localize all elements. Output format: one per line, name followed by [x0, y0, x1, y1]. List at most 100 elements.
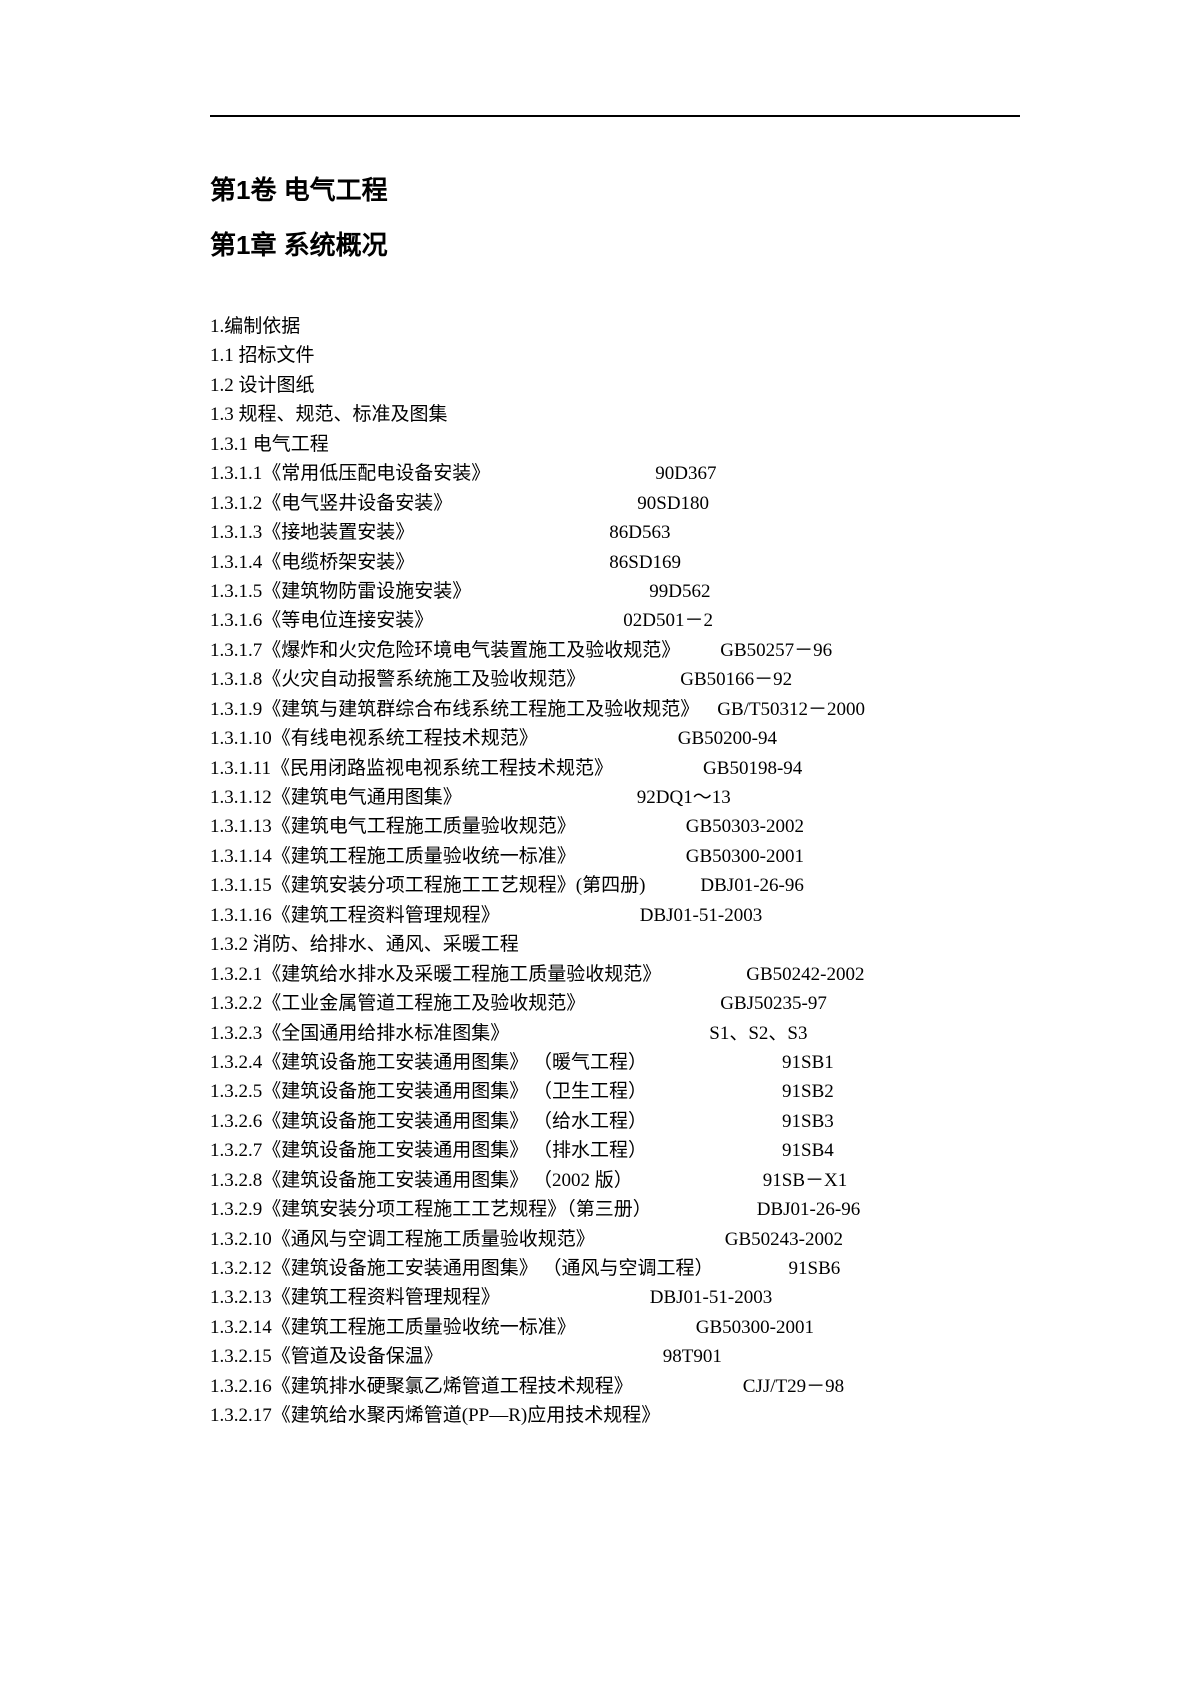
item-gap: [613, 754, 703, 783]
item-gap: [462, 783, 637, 812]
item-title: 1.3 规程、规范、标准及图集: [210, 400, 448, 429]
item-code: CJJ/T29－98: [743, 1372, 844, 1401]
item-code: GB50300-2001: [696, 1313, 814, 1342]
item-title: 1.3.2.3《全国通用给排水标准图集》: [210, 1019, 509, 1048]
item-gap: [714, 1254, 789, 1283]
item-code: GB50257－96: [720, 636, 832, 665]
item-gap: [509, 1019, 709, 1048]
list-item: 1.3.2.15《管道及设备保温》 98T901: [210, 1342, 1020, 1371]
list-item: 1.3.1.3《接地装置安装》86D563: [210, 518, 1020, 547]
page-content: 第1卷 电气工程 第1章 系统概况 1.编制依据1.1 招标文件1.2 设计图纸…: [210, 170, 1020, 1431]
item-gap: [443, 1342, 663, 1371]
item-gap: [645, 871, 700, 900]
item-title: 1.3.2.5《建筑设备施工安装通用图集》 （卫生工程）: [210, 1077, 647, 1106]
item-title: 1.3.2.8《建筑设备施工安装通用图集》 （2002 版）: [210, 1166, 633, 1195]
list-item: 1.3 规程、规范、标准及图集: [210, 400, 1020, 429]
item-code: GB50242-2002: [746, 960, 864, 989]
item-gap: [647, 1048, 782, 1077]
item-code: 91SB－X1: [763, 1166, 847, 1195]
item-title: 1.3.2.1《建筑给水排水及采暖工程施工质量验收规范》: [210, 960, 661, 989]
item-title: 1.3.2.2《工业金属管道工程施工及验收规范》: [210, 989, 585, 1018]
list-item: 1.3.2.5《建筑设备施工安装通用图集》 （卫生工程） 91SB2: [210, 1077, 1020, 1106]
item-code: GB50166－92: [680, 665, 792, 694]
list-item: 1.3.2.8《建筑设备施工安装通用图集》 （2002 版） 91SB－X1: [210, 1166, 1020, 1195]
item-title: 1.3.1.15《建筑安装分项工程施工工艺规程》(第四册): [210, 871, 645, 900]
list-item: 1.1 招标文件: [210, 341, 1020, 370]
list-item: 1.3.2.4《建筑设备施工安装通用图集》 （暖气工程）91SB1: [210, 1048, 1020, 1077]
item-code: GB50198-94: [703, 754, 802, 783]
item-title: 1.3.1.14《建筑工程施工质量验收统一标准》: [210, 842, 576, 871]
item-title: 1.3.1 电气工程: [210, 430, 329, 459]
item-code: 91SB1: [782, 1048, 834, 1077]
item-gap: [585, 989, 720, 1018]
item-title: 1.3.2.6《建筑设备施工安装通用图集》 （给水工程）: [210, 1107, 647, 1136]
item-gap: [414, 518, 609, 547]
item-gap: [595, 1225, 725, 1254]
item-gap: [633, 1166, 763, 1195]
item-gap: [661, 960, 746, 989]
item-code: GB50300-2001: [686, 842, 804, 871]
item-title: 1.3.1.11《民用闭路监视电视系统工程技术规范》: [210, 754, 613, 783]
item-gap: [680, 636, 720, 665]
list-item: 1.3.2.1《建筑给水排水及采暖工程施工质量验收规范》 GB50242-2002: [210, 960, 1020, 989]
list-item: 1.3.1.7《爆炸和火灾危险环境电气装置施工及验收规范》 GB50257－96: [210, 636, 1020, 665]
item-code: GBJ50235-97: [720, 989, 827, 1018]
list-item: 1.3.1.13《建筑电气工程施工质量验收规范》 GB50303-2002: [210, 812, 1020, 841]
item-gap: [576, 842, 686, 871]
item-title: 1.3.2.16《建筑排水硬聚氯乙烯管道工程技术规程》: [210, 1372, 633, 1401]
item-code: 91SB3: [782, 1107, 834, 1136]
item-code: 98T901: [663, 1342, 722, 1371]
item-title: 1.3.2.17《建筑给水聚丙烯管道(PP—R)应用技术规程》: [210, 1401, 660, 1430]
list-item: 1.3.2.6《建筑设备施工安装通用图集》 （给水工程） 91SB3: [210, 1107, 1020, 1136]
list-item: 1.3.1.8《火灾自动报警系统施工及验收规范》 GB50166－92: [210, 665, 1020, 694]
item-title: 1.3.2.10《通风与空调工程施工质量验收规范》: [210, 1225, 595, 1254]
list-item: 1.3.2.17《建筑给水聚丙烯管道(PP—R)应用技术规程》: [210, 1401, 1020, 1430]
list-item: 1.3.2.14《建筑工程施工质量验收统一标准》 GB50300-2001: [210, 1313, 1020, 1342]
item-code: GB/T50312－2000: [717, 695, 865, 724]
item-title: 1.3.2.7《建筑设备施工安装通用图集》 （排水工程）: [210, 1136, 647, 1165]
item-title: 1.3.1.5《建筑物防雷设施安装》: [210, 577, 471, 606]
item-code: DBJ01-51-2003: [640, 901, 762, 930]
list-item: 1.3.1.11《民用闭路监视电视系统工程技术规范》 GB50198-94: [210, 754, 1020, 783]
item-gap: [452, 489, 637, 518]
item-title: 1.3.1.6《等电位连接安装》: [210, 606, 433, 635]
item-gap: [585, 665, 680, 694]
list-item: 1.3.1.12《建筑电气通用图集》92DQ1～13: [210, 783, 1020, 812]
item-title: 1.3.1.12《建筑电气通用图集》: [210, 783, 462, 812]
item-gap: [647, 1077, 782, 1106]
list-item: 1.3.2.2《工业金属管道工程施工及验收规范》 GBJ50235-97: [210, 989, 1020, 1018]
item-title: 1.3.2.15《管道及设备保温》: [210, 1342, 443, 1371]
item-title: 1.3.1.2《电气竖井设备安装》: [210, 489, 452, 518]
item-title: 1.3.1.7《爆炸和火灾危险环境电气装置施工及验收规范》: [210, 636, 680, 665]
item-gap: [490, 459, 655, 488]
item-title: 1.3.1.3《接地装置安装》: [210, 518, 414, 547]
item-code: 90SD180: [637, 489, 709, 518]
list-item: 1.3.1.16《建筑工程资料管理规程》DBJ01-51-2003: [210, 901, 1020, 930]
item-title: 1.2 设计图纸: [210, 371, 315, 400]
item-code: 90D367: [655, 459, 716, 488]
item-title: 1.3.2.14《建筑工程施工质量验收统一标准》: [210, 1313, 576, 1342]
item-gap: [652, 1195, 757, 1224]
list-item: 1.3.2.7《建筑设备施工安装通用图集》 （排水工程） 91SB4: [210, 1136, 1020, 1165]
item-gap: [576, 1313, 696, 1342]
list-item: 1.3.1.15《建筑安装分项工程施工工艺规程》(第四册)DBJ01-26-96: [210, 871, 1020, 900]
item-code: 91SB4: [782, 1136, 834, 1165]
item-gap: [633, 1372, 743, 1401]
item-gap: [647, 1107, 782, 1136]
list-item: 1.3.1.4《电缆桥架安装》86SD169: [210, 548, 1020, 577]
list-item: 1.3.1.9《建筑与建筑群综合布线系统工程施工及验收规范》GB/T50312－…: [210, 695, 1020, 724]
list-item: 1.3.2.13《建筑工程资料管理规程》DBJ01-51-2003: [210, 1283, 1020, 1312]
item-code: 02D501－2: [623, 606, 713, 635]
item-title: 1.3.2 消防、给排水、通风、采暖工程: [210, 930, 519, 959]
list-item: 1.3.1 电气工程: [210, 430, 1020, 459]
item-title: 1.3.2.9《建筑安装分项工程施工工艺规程》（第三册）: [210, 1195, 652, 1224]
item-gap: [433, 606, 623, 635]
list-item: 1.3.2.12《建筑设备施工安装通用图集》 （通风与空调工程）91SB6: [210, 1254, 1020, 1283]
list-item: 1.3.1.2《电气竖井设备安装》 90SD180: [210, 489, 1020, 518]
item-gap: [500, 901, 640, 930]
item-code: 91SB2: [782, 1077, 834, 1106]
item-code: GB50303-2002: [686, 812, 804, 841]
item-title: 1.3.1.13《建筑电气工程施工质量验收规范》: [210, 812, 576, 841]
item-title: 1.3.1.8《火灾自动报警系统施工及验收规范》: [210, 665, 585, 694]
list-item: 1.编制依据: [210, 312, 1020, 341]
